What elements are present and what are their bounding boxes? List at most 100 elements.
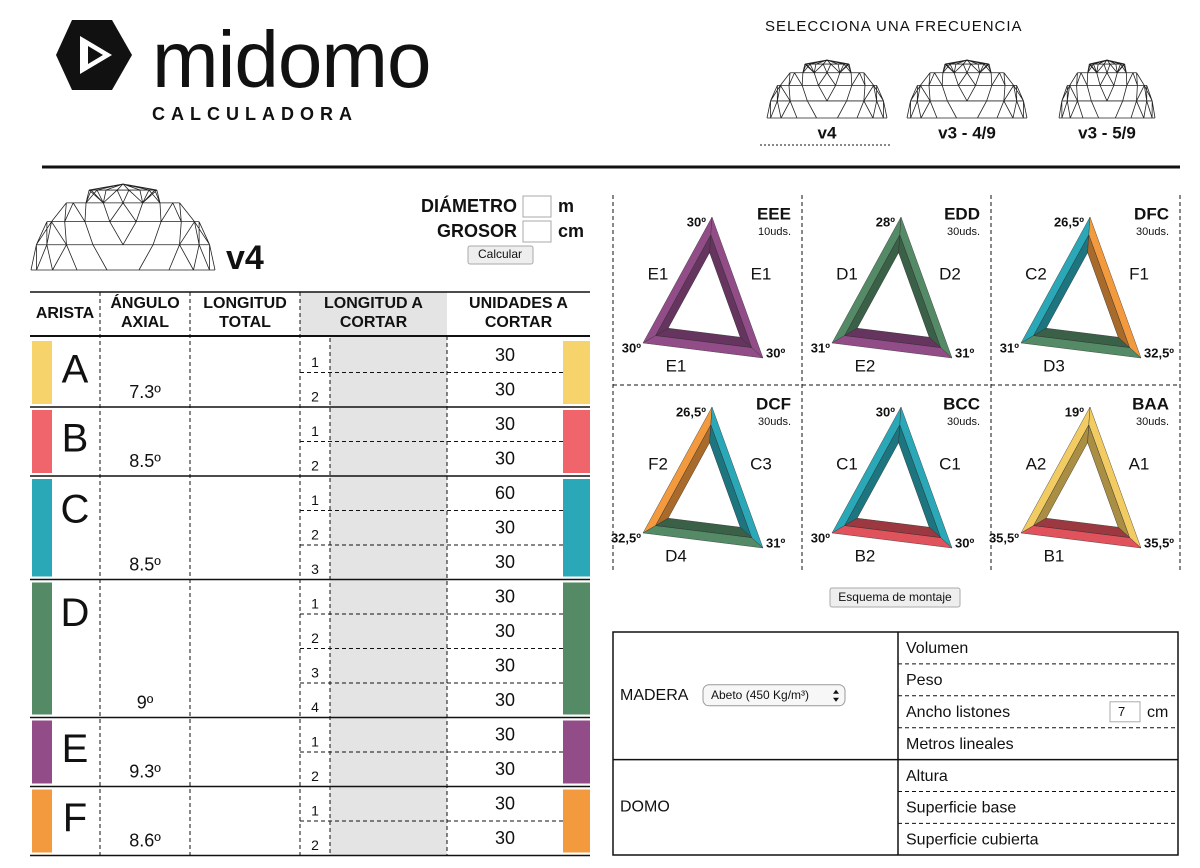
cut-index: 4	[311, 699, 319, 715]
edge-label: E1	[751, 264, 772, 283]
dome-wireframe[interactable]	[766, 59, 888, 119]
section-label: MADERA	[620, 687, 689, 704]
field-label: Superficie cubierta	[906, 832, 1039, 849]
cut-column-shade	[330, 336, 447, 855]
column-header: ÁNGULO AXIAL	[110, 295, 180, 331]
cut-index: 1	[311, 423, 319, 439]
cut-index: 2	[311, 837, 319, 853]
field-label: Metros lineales	[906, 736, 1014, 753]
dome-wireframe	[30, 183, 216, 271]
edge-label: B2	[855, 546, 876, 565]
cut-units: 30	[495, 621, 515, 641]
triangle-bar-shade	[1033, 424, 1089, 526]
edge-color-bar	[32, 341, 52, 404]
edge-label: C2	[1025, 264, 1047, 283]
diameter-unit: m	[558, 196, 574, 216]
triangle-angle: 31º	[766, 535, 785, 550]
triangle-name: DCF	[756, 394, 791, 413]
edge-letter: C	[61, 488, 90, 532]
brand-name: midomo	[152, 15, 431, 104]
assembly-button-label: Esquema de montaje	[838, 590, 952, 604]
triangle-angle: 31º	[955, 345, 974, 360]
width-input[interactable]	[1109, 701, 1141, 723]
brand-subtitle: CALCULADORA	[152, 104, 358, 124]
wood-select-value: Abeto (450 Kg/m³)	[711, 688, 809, 702]
triangle-angle: 28º	[876, 214, 895, 229]
cut-units: 30	[495, 380, 515, 400]
triangle-angle: 30º	[811, 530, 830, 545]
field-label: Altura	[906, 768, 948, 785]
column-header: LONGITUD TOTAL	[203, 295, 287, 331]
triangle-bar-shade	[655, 328, 752, 348]
diameter-input[interactable]	[522, 195, 552, 218]
edge-letter: A	[62, 348, 89, 392]
triangle-name: BAA	[1132, 394, 1169, 413]
field-label: Ancho listones	[906, 704, 1010, 721]
edge-color-bar	[563, 341, 590, 404]
triangle-angle: 26,5º	[1054, 214, 1084, 229]
triangle-bar-shade	[709, 234, 752, 348]
axial-angle: 8.5º	[129, 554, 161, 574]
cut-index: 1	[311, 354, 319, 370]
calculate-button-label: Calcular	[478, 247, 522, 261]
cut-units: 30	[495, 794, 515, 814]
triangle-angle: 35,5º	[1144, 535, 1174, 550]
triangle-angle: 35,5º	[989, 530, 1019, 545]
cut-index: 2	[311, 389, 319, 405]
cut-units: 30	[495, 449, 515, 469]
triangle-bar-shade	[844, 234, 900, 336]
axial-angle: 8.6º	[129, 830, 161, 850]
section-label: DOMO	[620, 799, 670, 816]
cut-index: 3	[311, 561, 319, 577]
cut-units: 30	[495, 725, 515, 745]
width-unit: cm	[1147, 704, 1168, 721]
edge-label: D3	[1043, 356, 1065, 375]
cut-index: 2	[311, 458, 319, 474]
assembly-button[interactable]	[829, 587, 961, 608]
wood-select[interactable]	[702, 684, 846, 707]
edge-label: E1	[648, 264, 669, 283]
edge-label: A1	[1129, 454, 1150, 473]
width-input-value: 7	[1118, 704, 1125, 719]
cut-index: 1	[311, 803, 319, 819]
dome-wireframe[interactable]	[906, 59, 1028, 119]
frequency-option[interactable]: v3 - 5/9	[1078, 123, 1136, 142]
select-arrow	[833, 697, 839, 702]
axial-angle: 9.3º	[129, 761, 161, 781]
edge-color-bar	[32, 582, 52, 715]
thickness-input[interactable]	[522, 220, 552, 243]
edge-color-bar	[32, 410, 52, 473]
edge-label: C1	[836, 454, 858, 473]
triangle-angle: 30º	[766, 345, 785, 360]
frequency-option[interactable]: v3 - 4/9	[938, 123, 996, 142]
frequency-option[interactable]: v4	[818, 123, 837, 142]
edge-label: E2	[855, 356, 876, 375]
triangle-bar-shade	[898, 424, 941, 538]
triangle-bar-shade	[655, 424, 711, 526]
column-header: ARISTA	[35, 305, 95, 322]
triangle-angle: 26,5º	[676, 404, 706, 419]
triangle-bar-shade	[898, 234, 941, 348]
calculate-button[interactable]	[467, 245, 534, 265]
triangle-units: 30uds.	[947, 416, 980, 428]
triangle-bar-face	[1032, 517, 1131, 538]
column-header: UNIDADES A CORTAR	[469, 295, 568, 331]
column-header: LONGITUD A CORTAR	[324, 295, 423, 331]
edge-label: C1	[939, 454, 961, 473]
cut-units: 30	[495, 828, 515, 848]
field-label: Superficie base	[906, 800, 1016, 817]
edge-letter: D	[61, 591, 90, 635]
dome-wireframe[interactable]	[1058, 59, 1156, 119]
triangle-angle: 30º	[622, 340, 641, 355]
cut-index: 2	[311, 527, 319, 543]
field-label: Volumen	[906, 640, 968, 657]
cut-index: 1	[311, 492, 319, 508]
thickness-label: GROSOR	[437, 221, 517, 241]
cut-index: 1	[311, 734, 319, 750]
axial-angle: 8.5º	[129, 451, 161, 471]
edge-color-bar	[563, 410, 590, 473]
triangle-bar-face	[843, 517, 942, 538]
triangle-bar-shade	[1087, 424, 1130, 538]
edge-color-bar	[32, 479, 52, 577]
cut-units: 60	[495, 483, 515, 503]
